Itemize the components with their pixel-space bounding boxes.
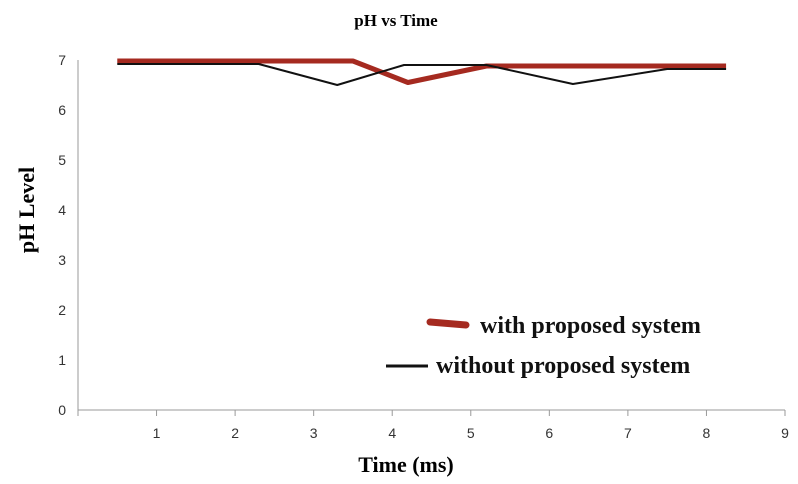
x-tick-label: 1 [153, 425, 161, 441]
series-group [117, 58, 727, 86]
y-tick-label: 2 [58, 302, 66, 318]
legend-label-without: without proposed system [436, 353, 690, 379]
x-tick-label: 7 [624, 425, 632, 441]
x-tick-label: 2 [231, 425, 239, 441]
y-tick-label: 5 [58, 152, 66, 168]
y-ticks: 0 1 2 3 4 5 6 7 [58, 52, 66, 418]
y-tick-label: 7 [58, 52, 66, 68]
x-axis-title: Time (ms) [358, 452, 454, 477]
y-axis-title: pH Level [14, 167, 39, 253]
x-tick-label: 6 [545, 425, 553, 441]
legend-label-with: with proposed system [480, 313, 701, 339]
x-tick-label: 9 [781, 425, 789, 441]
series-line-with-proposed-system [117, 58, 727, 85]
y-tick-label: 4 [58, 202, 66, 218]
legend-swatch-with [426, 318, 470, 329]
x-tick-label: 5 [467, 425, 475, 441]
chart-title: pH vs Time [354, 11, 438, 30]
series-line-without-proposed-system [117, 63, 727, 86]
y-tick-label: 3 [58, 252, 66, 268]
y-tick-label: 0 [58, 402, 66, 418]
y-tick-label: 1 [58, 352, 66, 368]
y-tick-label: 6 [58, 102, 66, 118]
x-tick-label: 3 [310, 425, 318, 441]
x-tick-label: 8 [703, 425, 711, 441]
legend: with proposed system without proposed sy… [386, 313, 701, 379]
x-tick-label: 4 [388, 425, 396, 441]
x-ticks: 1 2 3 4 5 6 7 8 9 [77, 410, 789, 441]
